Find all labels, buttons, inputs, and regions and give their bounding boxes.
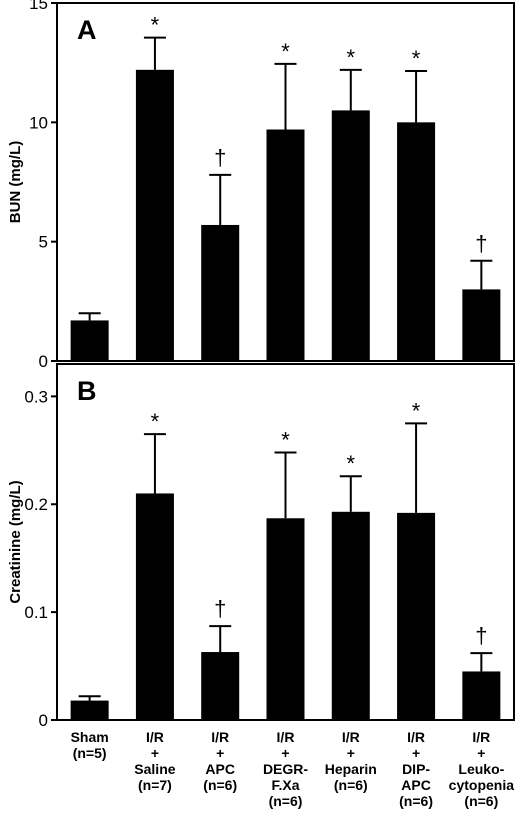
bar [397,122,436,361]
x-tick-label-line: I/R [472,729,490,745]
x-axis-labels: Sham (n=5)I/R + Saline (n=7)I/R + APC (n=6)I/R +… [71,729,515,809]
significance-mark: * [281,39,290,64]
significance-mark: * [151,13,160,38]
panel-letter: A [77,15,97,45]
bar [70,700,109,720]
significance-mark: * [412,398,421,423]
bar [266,518,305,720]
x-tick-label-line: (n=6) [399,793,433,809]
panel-b: B 0 0.1 0.2 0.3 Creatinine (mg/L) * † * * * † [7,363,515,730]
x-tick-label-line: DIP- [402,761,430,777]
x-tick-label-line: (n=6) [269,793,303,809]
x-tick-label: I/R + Heparin (n=6) [325,729,377,793]
y-tick-label: 0.1 [24,603,48,622]
x-tick-label: Sham (n=5) [71,729,109,761]
bar [462,671,501,720]
x-tick-label-line: I/R [407,729,425,745]
y-tick-label: 0 [39,711,48,730]
y-tick-label: 15 [29,0,48,13]
x-tick-label-line: + [477,745,485,761]
x-tick-label-line: (n=5) [73,745,107,761]
significance-mark: † [214,145,226,170]
bar [266,129,305,361]
bar [331,110,370,362]
significance-mark: * [281,427,290,452]
x-tick-label-line: (n=6) [203,777,237,793]
panel-letter: B [77,376,97,406]
x-tick-label: I/R + Saline (n=7) [134,729,175,793]
x-tick-label-line: + [151,745,159,761]
x-tick-label-line: + [347,745,355,761]
significance-mark: * [151,409,160,434]
x-tick-label-line: + [281,745,289,761]
bar [70,320,109,361]
significance-mark: † [475,231,487,256]
x-tick-label-line: Heparin [325,761,377,777]
x-tick-label-line: I/R [342,729,360,745]
x-tick-label-line: (n=6) [464,793,498,809]
bar [135,69,174,362]
x-tick-label-line: + [412,745,420,761]
y-tick-label: 0.3 [24,387,48,406]
x-tick-label: I/R + Leuko-cytopenia (n=6) [449,729,515,809]
bar [397,512,436,720]
x-tick-label-line: I/R [277,729,295,745]
x-tick-label-line: cytopenia [449,777,515,793]
bar [201,652,240,720]
x-tick-label-line: (n=6) [334,777,368,793]
chart-panels: A 0 5 10 15 BUN (mg/L) * † * * * † B 0 0.1 0.2 0.3 Creati… [7,0,515,730]
x-tick-label-line: I/R [211,729,229,745]
x-tick-label-line: Sham [71,729,109,745]
x-tick-label: I/R + DEGR-F.Xa (n=6) [263,729,308,809]
x-tick-label: I/R + DIP-APC (n=6) [399,729,433,809]
bar [135,493,174,720]
x-tick-label-line: (n=7) [138,777,172,793]
significance-mark: † [475,623,487,648]
y-axis-title: BUN (mg/L) [7,141,24,224]
significance-mark: † [214,596,226,621]
significance-mark: * [347,45,356,70]
bar [201,224,240,361]
y-tick-label: 0.2 [24,495,48,514]
y-tick-label: 0 [39,352,48,371]
x-tick-label-line: Leuko- [458,761,504,777]
x-tick-label-line: APC [401,777,431,793]
panel-a: A 0 5 10 15 BUN (mg/L) * † * * * † [7,0,515,371]
y-tick-label: 5 [39,233,48,252]
x-tick-label-line: Saline [134,761,175,777]
significance-mark: * [347,451,356,476]
bar [462,289,501,361]
x-tick-label: I/R + APC (n=6) [203,729,237,793]
x-tick-label-line: F.Xa [271,777,299,793]
y-axis-title: Creatinine (mg/L) [7,480,24,603]
x-tick-label-line: I/R [146,729,164,745]
x-tick-label-line: DEGR- [263,761,308,777]
x-tick-label-line: APC [205,761,235,777]
x-tick-label-line: + [216,745,224,761]
y-tick-label: 10 [29,113,48,132]
significance-mark: * [412,46,421,71]
bar [331,511,370,720]
